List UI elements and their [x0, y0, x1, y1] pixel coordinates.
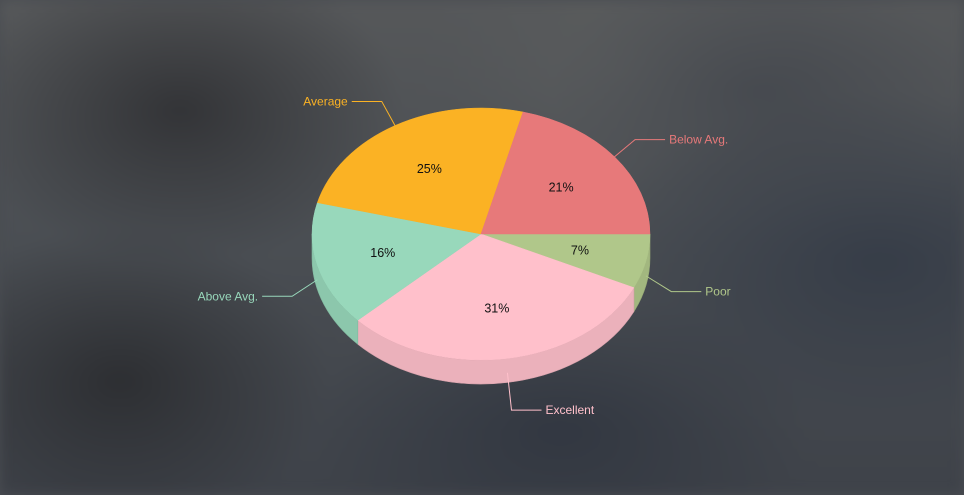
slice-value-below-avg: 21%: [549, 181, 574, 195]
slice-label-below-avg: Below Avg.: [669, 133, 728, 147]
slice-below-avg[interactable]: [480, 111, 651, 235]
slice-label-above-avg: Above Avg.: [198, 289, 259, 303]
leader-line-poor: [645, 275, 702, 293]
slice-value-above-avg: 16%: [370, 246, 395, 260]
slice-excellent[interactable]: [357, 233, 635, 361]
slice-labels: 7% Poor 31% Excellent 16% Above Avg. 25% Averag…: [198, 94, 731, 417]
leader-line-below-avg: [614, 139, 666, 158]
slice-label-excellent: Excellent: [546, 403, 595, 417]
leader-line-average: [351, 100, 396, 126]
leader-line-above-avg: [262, 279, 318, 297]
leader-line-excellent: [506, 372, 542, 411]
pie-slices: [311, 107, 651, 361]
slice-average[interactable]: [316, 107, 524, 235]
slice-label-average: Average: [303, 94, 348, 108]
slice-above-avg[interactable]: [311, 202, 482, 321]
slice-value-excellent: 31%: [484, 302, 509, 316]
leader-lines: [262, 100, 702, 411]
slice-value-poor: 7%: [571, 243, 589, 257]
slice-label-poor: Poor: [705, 285, 730, 299]
slice-value-average: 25%: [417, 162, 442, 176]
